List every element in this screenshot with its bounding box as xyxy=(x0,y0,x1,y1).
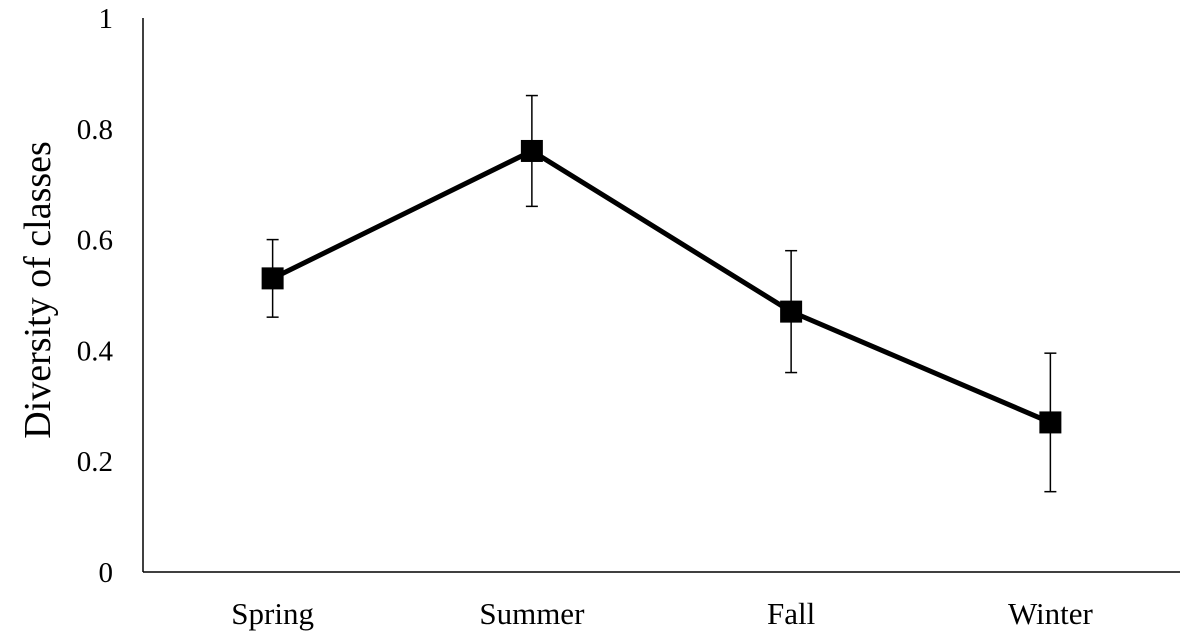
error-bars xyxy=(266,94,1057,493)
axes xyxy=(142,18,1180,573)
data-point-marker xyxy=(261,267,284,290)
y-tick-label: 0.6 xyxy=(77,225,113,257)
y-tick-label: 0.8 xyxy=(77,114,113,146)
tick-labels: 0 0.2 0.4 0.6 0.8 1 Spring Summer Fall Winter xyxy=(77,3,1094,631)
x-tick-label: Fall xyxy=(767,596,815,631)
y-tick-label: 0 xyxy=(99,557,114,589)
y-axis-title: Diversity of classes xyxy=(17,141,59,439)
series-line-path xyxy=(271,148,1052,425)
x-tick-label: Winter xyxy=(1008,596,1094,631)
x-tick-label: Summer xyxy=(479,596,585,631)
data-point-marker xyxy=(520,139,543,162)
y-tick-label: 1 xyxy=(99,3,114,35)
series-line xyxy=(271,148,1052,425)
data-point-marker xyxy=(1039,411,1062,434)
y-tick-label: 0.2 xyxy=(77,446,113,478)
y-tick-label: 0.4 xyxy=(77,335,114,367)
data-point-marker xyxy=(780,300,803,323)
x-tick-label: Spring xyxy=(231,596,314,631)
data-markers xyxy=(261,139,1062,434)
